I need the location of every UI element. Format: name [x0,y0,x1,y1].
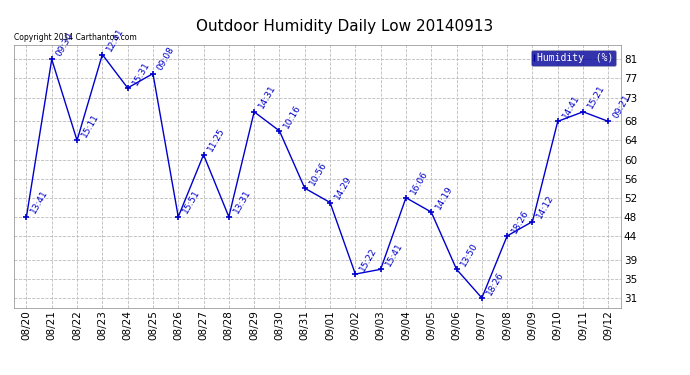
Text: 18:26: 18:26 [510,208,531,234]
Legend: Humidity  (%): Humidity (%) [531,50,616,66]
Text: 18:26: 18:26 [484,270,505,297]
Text: 10:56: 10:56 [308,160,328,187]
Text: 13:31: 13:31 [232,189,253,215]
Text: Outdoor Humidity Daily Low 20140913: Outdoor Humidity Daily Low 20140913 [197,19,493,34]
Text: 14:29: 14:29 [333,174,353,201]
Text: 15:21: 15:21 [586,84,607,110]
Text: 14:41: 14:41 [560,93,581,120]
Text: 10:16: 10:16 [282,103,303,129]
Text: 14:12: 14:12 [535,194,556,220]
Text: Copyright 2014 Carthantos.com: Copyright 2014 Carthantos.com [14,33,137,42]
Text: 15:41: 15:41 [384,241,404,268]
Text: 09:30: 09:30 [55,31,75,58]
Text: 15:51: 15:51 [181,189,201,215]
Text: 13:41: 13:41 [29,189,50,215]
Text: 14:19: 14:19 [434,184,455,211]
Text: 15:22: 15:22 [358,246,379,273]
Text: 15:31: 15:31 [130,60,151,87]
Text: 16:06: 16:06 [408,170,429,196]
Text: 11:25: 11:25 [206,127,227,153]
Text: 13:50: 13:50 [460,241,480,268]
Text: 14:31: 14:31 [257,84,277,110]
Text: 09:08: 09:08 [156,45,177,72]
Text: 15:11: 15:11 [80,112,101,139]
Text: 12:41: 12:41 [105,27,126,53]
Text: 09:21: 09:21 [611,93,632,120]
